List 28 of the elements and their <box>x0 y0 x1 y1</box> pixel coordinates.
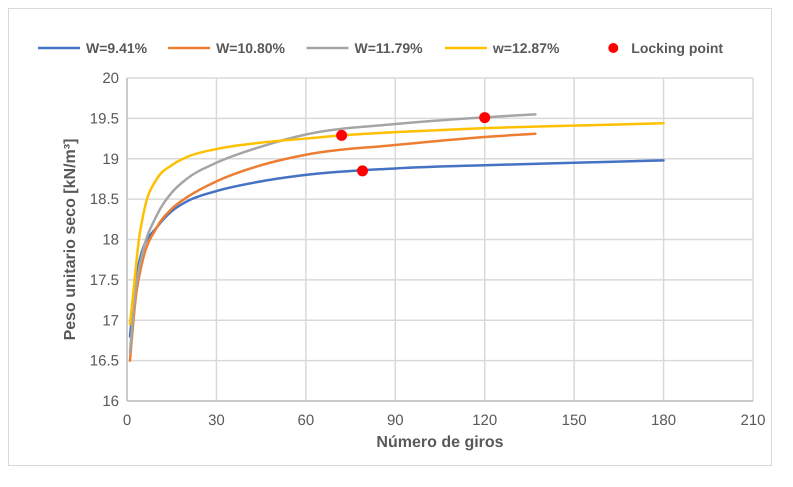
x-tick-label: 30 <box>208 412 225 429</box>
y-axis-title: Peso unitario seco [kN/m³] <box>62 138 79 340</box>
x-tick-label: 150 <box>562 412 587 429</box>
y-tick-label: 19 <box>102 150 119 168</box>
legend-label: W=11.79% <box>354 40 424 56</box>
legend-label: W=10.80% <box>216 40 286 56</box>
x-tick-label: 210 <box>740 412 766 429</box>
y-tick-label: 17 <box>102 312 119 330</box>
x-tick-label: 0 <box>122 412 132 429</box>
x-tick-label: 120 <box>472 412 498 429</box>
legend-label: w=12.87% <box>492 40 560 56</box>
y-tick-label: 18 <box>102 232 119 248</box>
x-tick-label: 90 <box>386 412 404 429</box>
y-tick-label: 18.5 <box>90 191 119 208</box>
x-tick-label: 60 <box>298 412 314 429</box>
point <box>479 112 490 124</box>
y-tick-label: 17.5 <box>90 272 119 289</box>
y-tick-label: 16 <box>102 393 119 410</box>
point <box>336 130 348 141</box>
y-tick-label: 16.5 <box>90 352 119 370</box>
legend-label: Locking point <box>631 40 724 56</box>
legend-label: W=9.41% <box>86 40 148 56</box>
point <box>356 165 368 176</box>
y-tick-label: 19.5 <box>90 110 119 128</box>
y-tick-label: 20 <box>102 70 119 87</box>
x-tick-label: 180 <box>651 412 676 429</box>
x-axis-title: Número de giros <box>376 434 504 451</box>
line-series <box>128 122 665 326</box>
